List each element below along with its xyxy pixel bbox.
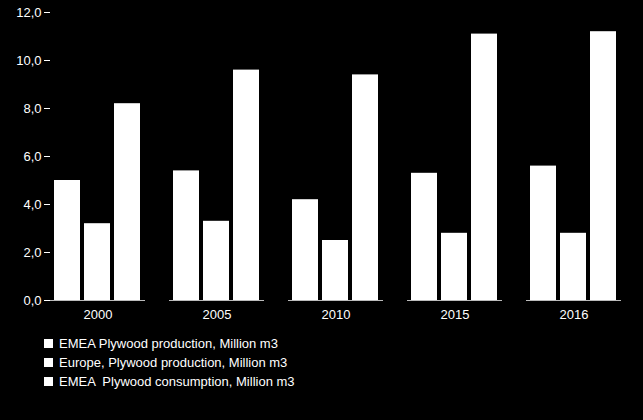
svg-text:6,0: 6,0: [23, 149, 41, 164]
svg-text:2010: 2010: [322, 307, 351, 322]
html-text:EMEA Plywood production, Milli: EMEA Plywood production, Million m3: [59, 336, 278, 351]
svg-text:2015: 2015: [441, 307, 470, 322]
svg-text:2016: 2016: [560, 307, 589, 322]
svg-text:2005: 2005: [203, 307, 232, 322]
svg-text:12,0: 12,0: [16, 5, 41, 20]
svg-text:0,0: 0,0: [23, 293, 41, 308]
svg-text:10,0: 10,0: [16, 53, 41, 68]
html-text:EMEA Plywood consumption, Mill: EMEA Plywood consumption, Million m3: [59, 374, 295, 389]
svg-text:2000: 2000: [84, 307, 113, 322]
svg-text:8,0: 8,0: [23, 101, 41, 116]
svg-text:4,0: 4,0: [23, 197, 41, 212]
html-text:Europe, Plywood production, Mi: Europe, Plywood production, Million m3: [59, 355, 288, 370]
svg-text:2,0: 2,0: [23, 245, 41, 260]
